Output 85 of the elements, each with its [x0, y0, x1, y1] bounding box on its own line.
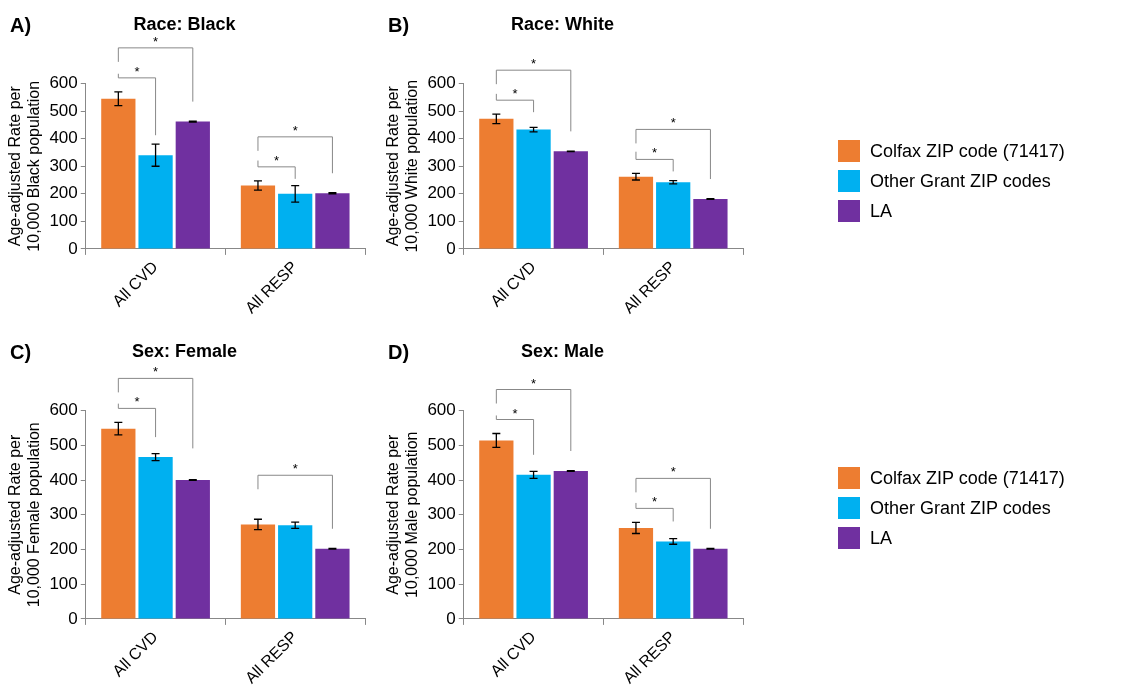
legend-label: LA: [870, 527, 893, 549]
text: *: [531, 375, 537, 391]
y-tick-label: 0: [68, 238, 78, 258]
y-tick-label: 600: [49, 73, 78, 93]
text: *: [153, 33, 159, 49]
y-tick-label: 0: [446, 238, 456, 258]
text: D): [388, 341, 410, 364]
y-tick-label: 300: [49, 155, 78, 175]
annotation: *: [512, 405, 518, 421]
legend-label: Colfax ZIP code (71417): [870, 140, 1065, 162]
y-tick-label: 600: [427, 73, 456, 93]
annotation: *: [512, 86, 518, 102]
bar: [278, 193, 313, 249]
bar: [656, 182, 691, 249]
bar: [479, 118, 514, 249]
annotation: *: [652, 145, 658, 161]
bar: [618, 527, 654, 619]
y-tick-label: 400: [49, 128, 78, 148]
y-tick-label: 500: [427, 435, 456, 454]
bar: [656, 541, 691, 619]
legend-label: Other Grant ZIP codes: [870, 170, 1051, 192]
y-tick-label: 400: [427, 469, 456, 489]
annotation: *: [670, 464, 676, 480]
text: C): [10, 341, 32, 364]
bar: [479, 440, 514, 619]
y-tick-label: 100: [49, 211, 78, 231]
text: *: [134, 394, 140, 410]
bar: [315, 548, 350, 619]
y-tick-label: 200: [427, 183, 456, 203]
bar: [516, 129, 551, 249]
bar: [101, 428, 136, 619]
text: *: [134, 63, 140, 79]
chart-title: Race: Black: [133, 13, 237, 34]
y-tick-label: 300: [427, 155, 456, 175]
y-tick-label: 600: [427, 400, 456, 420]
bar: [138, 155, 173, 249]
bar: [240, 185, 276, 249]
bar: [278, 525, 313, 619]
text: B): [388, 14, 410, 37]
y-tick-label: 300: [427, 504, 456, 524]
legend-label: LA: [870, 200, 893, 222]
y-tick-label: 100: [49, 573, 78, 593]
bar: [101, 98, 136, 249]
bar: [693, 548, 728, 619]
y-tick-label: 400: [49, 469, 78, 489]
bar: [175, 480, 210, 619]
bar: [553, 471, 588, 619]
legend-label: Other Grant ZIP codes: [870, 497, 1051, 519]
annotation: *: [292, 461, 298, 477]
chart-title: Sex: Female: [131, 340, 238, 361]
annotation: *: [274, 152, 280, 168]
bar: [516, 474, 551, 619]
chart-title: Sex: Male: [520, 340, 605, 361]
y-tick-label: 500: [49, 100, 78, 120]
bar: [618, 176, 654, 249]
text: *: [153, 364, 159, 380]
y-tick-label: 500: [49, 435, 78, 454]
y-tick-label: 600: [49, 400, 78, 420]
annotation: *: [652, 494, 658, 510]
bar: [693, 199, 728, 249]
annotation: *: [670, 115, 676, 131]
y-axis-title: Age-adjusted Rate per 10,000 Female population: [6, 422, 43, 608]
annotation: *: [292, 122, 298, 138]
bar: [315, 193, 350, 249]
chart-title: Race: White: [510, 13, 615, 34]
y-tick-label: 0: [68, 608, 78, 628]
text: *: [531, 56, 537, 72]
y-axis-title: Age-adjusted Rate per 10,000 Male population: [384, 431, 421, 598]
y-tick-label: 100: [427, 573, 456, 593]
bar: [138, 457, 173, 619]
y-tick-label: 100: [427, 211, 456, 231]
y-tick-label: 300: [49, 504, 78, 524]
y-tick-label: 400: [427, 128, 456, 148]
bar: [240, 524, 276, 619]
legend-label: Colfax ZIP code (71417): [870, 467, 1065, 489]
bar: [553, 151, 588, 249]
y-axis-title: Age-adjusted Rate per 10,000 White population: [384, 79, 421, 253]
y-tick-label: 0: [446, 608, 456, 628]
bar: [175, 121, 210, 249]
text: A): [10, 14, 32, 37]
y-axis-title: Age-adjusted Rate per 10,000 Black population: [6, 80, 43, 252]
y-tick-label: 200: [49, 183, 78, 203]
y-tick-label: 200: [427, 539, 456, 559]
y-tick-label: 500: [427, 100, 456, 120]
y-tick-label: 200: [49, 539, 78, 559]
